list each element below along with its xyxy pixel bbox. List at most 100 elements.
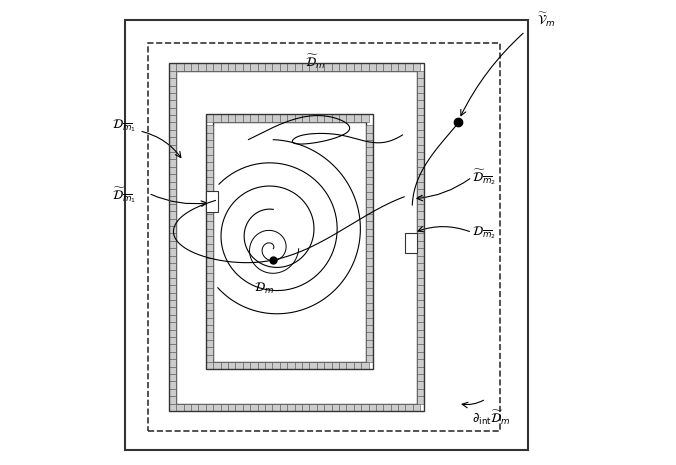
Bar — [169, 137, 176, 145]
Bar — [366, 185, 373, 192]
Bar — [206, 288, 213, 295]
Bar — [206, 266, 213, 273]
Bar — [258, 362, 265, 369]
Bar — [250, 114, 258, 121]
Bar — [416, 130, 424, 137]
Bar — [416, 211, 424, 219]
Bar — [416, 189, 424, 196]
Bar — [169, 263, 176, 271]
Bar — [416, 352, 424, 359]
Bar — [287, 404, 295, 411]
Bar — [169, 78, 176, 86]
Bar — [416, 241, 424, 248]
Bar — [169, 226, 176, 233]
Bar — [366, 133, 373, 140]
Bar — [413, 404, 420, 411]
Bar — [416, 174, 424, 182]
Bar — [206, 280, 213, 288]
Bar — [169, 396, 176, 404]
Bar — [354, 63, 361, 71]
Bar — [258, 404, 265, 411]
Bar — [317, 63, 324, 71]
Bar — [258, 114, 265, 121]
Bar — [220, 63, 228, 71]
Bar — [366, 288, 373, 295]
Bar — [169, 211, 176, 219]
Bar — [169, 374, 176, 381]
Bar — [228, 114, 235, 121]
Bar — [176, 71, 416, 404]
Bar — [206, 214, 213, 221]
Bar — [366, 155, 373, 162]
Text: $\widetilde{\mathcal{D}}_m$: $\widetilde{\mathcal{D}}_m$ — [305, 53, 325, 71]
Bar — [206, 63, 213, 71]
Bar — [206, 295, 213, 303]
Bar — [169, 256, 176, 263]
Bar — [366, 354, 373, 362]
Bar — [169, 322, 176, 330]
Bar — [206, 170, 213, 177]
Bar — [206, 206, 213, 214]
Bar — [366, 236, 373, 244]
Bar — [416, 152, 424, 159]
Bar — [376, 63, 383, 71]
Bar — [361, 114, 368, 121]
Bar — [295, 114, 302, 121]
Bar — [405, 232, 416, 253]
Bar — [366, 177, 373, 185]
Bar — [272, 63, 280, 71]
Bar — [331, 63, 339, 71]
Bar — [366, 259, 373, 266]
Bar — [169, 366, 176, 374]
Bar — [287, 362, 295, 369]
Text: $\widetilde{\mathcal{D}}_{\overline{m}_1}$: $\widetilde{\mathcal{D}}_{\overline{m}_1… — [112, 186, 136, 206]
Bar — [416, 381, 424, 389]
Bar — [317, 362, 324, 369]
Bar — [416, 233, 424, 241]
Bar — [366, 310, 373, 318]
Bar — [206, 303, 213, 310]
Bar — [302, 114, 310, 121]
Bar — [383, 404, 391, 411]
Bar — [169, 189, 176, 196]
Text: $\mathcal{D}_{\overline{m}_2}$: $\mathcal{D}_{\overline{m}_2}$ — [472, 224, 496, 241]
Bar — [361, 63, 368, 71]
Bar — [169, 93, 176, 100]
Bar — [206, 114, 213, 121]
Bar — [416, 374, 424, 381]
Bar — [169, 71, 176, 78]
Bar — [416, 248, 424, 256]
Bar — [416, 263, 424, 271]
Bar — [416, 159, 424, 167]
Bar — [366, 162, 373, 170]
Bar — [416, 307, 424, 315]
Text: $\mathcal{D}_m$: $\mathcal{D}_m$ — [254, 280, 274, 296]
Bar — [331, 362, 339, 369]
Bar — [169, 278, 176, 285]
Bar — [169, 159, 176, 167]
Bar — [243, 404, 250, 411]
Bar — [169, 345, 176, 352]
Bar — [416, 396, 424, 404]
Bar — [310, 362, 317, 369]
Bar — [416, 359, 424, 366]
Bar — [243, 114, 250, 121]
Bar — [206, 192, 213, 199]
Bar — [235, 114, 243, 121]
Bar — [361, 362, 368, 369]
Bar — [416, 300, 424, 307]
Bar — [406, 404, 413, 411]
Bar — [416, 278, 424, 285]
Bar — [366, 199, 373, 206]
Bar — [206, 310, 213, 318]
Bar — [416, 366, 424, 374]
Bar — [295, 362, 302, 369]
Bar — [206, 125, 213, 133]
Bar — [416, 389, 424, 396]
Bar — [416, 86, 424, 93]
Bar — [206, 354, 213, 362]
Bar — [416, 71, 424, 78]
Bar — [366, 214, 373, 221]
Bar — [184, 63, 191, 71]
Bar — [206, 229, 213, 236]
